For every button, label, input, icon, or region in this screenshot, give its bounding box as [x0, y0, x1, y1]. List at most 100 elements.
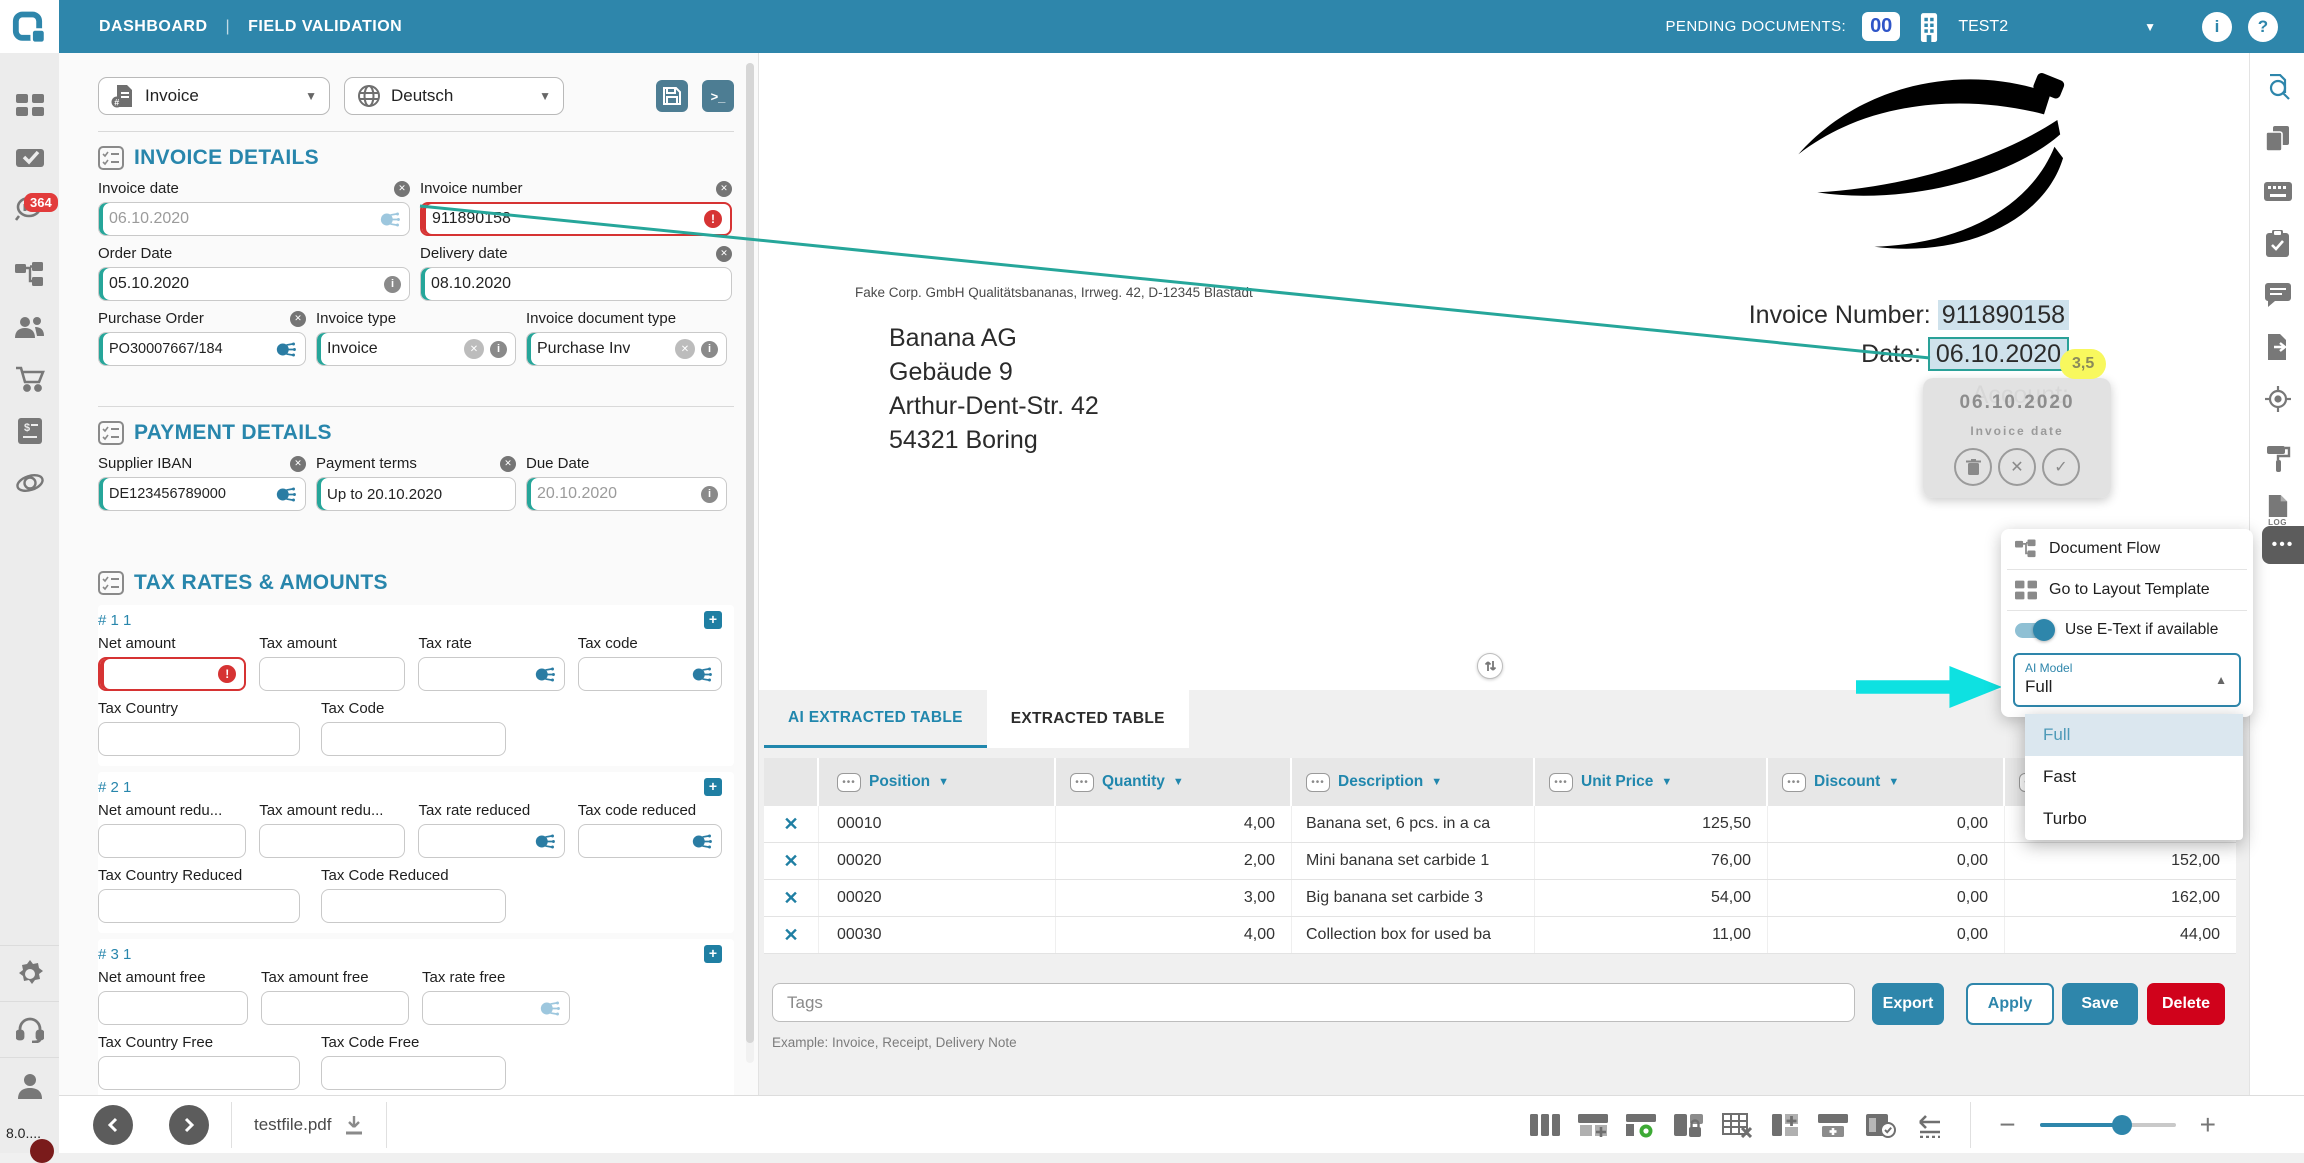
column-menu-icon[interactable]: •••: [837, 772, 861, 792]
tax-country-reduced-input[interactable]: [98, 889, 300, 923]
table-lock-icon[interactable]: [1674, 1112, 1704, 1138]
nav-dashboard[interactable]: DASHBOARD: [99, 17, 208, 35]
zoom-out-button[interactable]: −: [1999, 1108, 2016, 1140]
apply-button[interactable]: Apply: [1966, 983, 2054, 1025]
paint-roller-icon[interactable]: [2250, 433, 2304, 485]
zoom-slider-knob[interactable]: [2111, 1114, 2132, 1135]
org-chevron-down-icon[interactable]: ▼: [2144, 19, 2156, 34]
net-amount-reduced-input[interactable]: [98, 824, 247, 858]
undo-icon[interactable]: [1914, 1112, 1942, 1138]
headset-icon[interactable]: [0, 1001, 59, 1057]
tax-rate-input[interactable]: [418, 657, 565, 691]
sort-chevron-icon[interactable]: ▼: [1172, 776, 1184, 788]
document-page[interactable]: Fake Corp. GmbH Qualitätsbananas, Irrweg…: [759, 53, 2249, 690]
cart-icon[interactable]: [0, 353, 59, 405]
dashboard-icon[interactable]: [0, 79, 59, 131]
tax-amount-input[interactable]: [259, 657, 406, 691]
table-row[interactable]: ✕ 00030 4,00 Collection box for used ba …: [764, 917, 2236, 954]
delete-row-icon[interactable]: ✕: [783, 850, 799, 871]
column-description[interactable]: ••• Description ▼: [1292, 758, 1535, 806]
tags-input[interactable]: [772, 983, 1855, 1022]
sort-chevron-icon[interactable]: ▼: [938, 776, 950, 788]
add-tax-row-button[interactable]: +: [704, 611, 722, 629]
table-row[interactable]: ✕ 00020 3,00 Big banana set carbide 3 54…: [764, 880, 2236, 917]
etext-toggle[interactable]: [2015, 618, 2055, 641]
tax-country-free-input[interactable]: [98, 1056, 300, 1090]
document-flow-icon[interactable]: [0, 249, 59, 301]
column-unit-price[interactable]: ••• Unit Price ▼: [1535, 758, 1768, 806]
delete-row-icon[interactable]: ✕: [783, 924, 799, 945]
tax-code-reduced-input[interactable]: [577, 824, 722, 858]
invoice-number-highlight[interactable]: 911890158: [1937, 300, 2069, 330]
nav-field-validation[interactable]: FIELD VALIDATION: [248, 17, 403, 35]
invoice-date-input[interactable]: 06.10.2020: [98, 202, 410, 236]
invoice-icon[interactable]: $: [0, 405, 59, 457]
payment-terms-input[interactable]: Up to 20.10.2020: [316, 477, 516, 511]
comment-icon[interactable]: [2250, 269, 2304, 321]
invoice-document-type-input[interactable]: Purchase Inv ✕ i: [526, 332, 727, 366]
tasks-check-icon[interactable]: [0, 131, 59, 183]
menu-item-document-flow[interactable]: Document Flow: [2001, 529, 2253, 569]
copy-icon[interactable]: [2250, 113, 2304, 165]
info-icon[interactable]: i: [384, 275, 401, 293]
tax-code-reduced2-input[interactable]: [321, 889, 506, 923]
app-logo[interactable]: [0, 0, 59, 53]
purchase-order-input[interactable]: PO30007667/184: [98, 332, 306, 366]
column-menu-icon[interactable]: •••: [1070, 772, 1094, 792]
add-row-top-icon[interactable]: [1578, 1112, 1609, 1138]
tax-amount-reduced-input[interactable]: [259, 824, 406, 858]
keyboard-icon[interactable]: [2250, 165, 2304, 217]
delete-row-icon[interactable]: ✕: [783, 887, 799, 908]
table-delete-icon[interactable]: [1722, 1112, 1753, 1138]
order-date-input[interactable]: 05.10.2020 i: [98, 267, 410, 301]
orbit-icon[interactable]: [0, 457, 59, 509]
document-type-select[interactable]: # Invoice ▼: [98, 77, 330, 115]
tab-ai-extracted-table[interactable]: AI EXTRACTED TABLE: [764, 690, 987, 748]
download-icon[interactable]: [344, 1115, 364, 1135]
table-approve-icon[interactable]: [1866, 1112, 1897, 1138]
users-icon[interactable]: [0, 301, 59, 353]
reject-annotation-button[interactable]: ✕: [1998, 448, 2036, 486]
add-tax-row-button[interactable]: +: [704, 778, 722, 796]
clipboard-check-icon[interactable]: [2250, 217, 2304, 269]
sort-chevron-icon[interactable]: ▼: [1888, 776, 1900, 788]
save-button[interactable]: Save: [2062, 983, 2138, 1025]
column-position[interactable]: ••• Position ▼: [819, 758, 1056, 806]
gear-icon[interactable]: [0, 945, 59, 1001]
column-menu-icon[interactable]: •••: [1306, 772, 1330, 792]
sort-chevron-icon[interactable]: ▼: [1431, 776, 1443, 788]
tax-amount-free-input[interactable]: [261, 991, 409, 1025]
clear-field-icon[interactable]: ✕: [290, 455, 306, 472]
net-amount-free-input[interactable]: [98, 991, 248, 1025]
tax-code-input[interactable]: [577, 657, 722, 691]
delete-button[interactable]: Delete: [2147, 983, 2225, 1025]
tax-rate-reduced-input[interactable]: [418, 824, 565, 858]
swap-orientation-button[interactable]: [1477, 653, 1503, 679]
info-icon[interactable]: i: [701, 485, 718, 503]
column-quantity[interactable]: ••• Quantity ▼: [1056, 758, 1292, 806]
language-select[interactable]: Deutsch ▼: [344, 77, 564, 115]
log-document-icon[interactable]: LOG: [2250, 485, 2304, 537]
option-full[interactable]: Full: [2025, 714, 2243, 756]
clear-field-icon[interactable]: ✕: [716, 245, 732, 262]
tax-code2-input[interactable]: [321, 722, 506, 756]
due-date-input[interactable]: 20.10.2020 i: [526, 477, 727, 511]
crosshair-icon[interactable]: [2250, 373, 2304, 425]
clear-value-icon[interactable]: ✕: [464, 339, 484, 359]
info-icon[interactable]: i: [490, 340, 507, 358]
clear-field-icon[interactable]: ✕: [290, 310, 306, 327]
add-tax-row-button[interactable]: +: [704, 945, 722, 963]
clear-field-icon[interactable]: ✕: [716, 180, 732, 197]
invoice-number-input[interactable]: 911890158 !: [420, 202, 732, 236]
info-icon[interactable]: i: [2202, 11, 2232, 42]
org-selector[interactable]: TEST2: [1958, 17, 2009, 35]
tab-extracted-table[interactable]: EXTRACTED TABLE: [986, 690, 1189, 748]
clear-field-icon[interactable]: ✕: [394, 180, 410, 197]
net-amount-input[interactable]: !: [98, 657, 247, 691]
tax-code-free-input[interactable]: [321, 1056, 506, 1090]
tax-rate-free-input[interactable]: [422, 991, 570, 1025]
clear-value-icon[interactable]: ✕: [675, 339, 695, 359]
column-menu-icon[interactable]: •••: [1782, 772, 1806, 792]
zoom-in-button[interactable]: +: [2199, 1108, 2216, 1140]
invoice-type-input[interactable]: Invoice ✕ i: [316, 332, 516, 366]
